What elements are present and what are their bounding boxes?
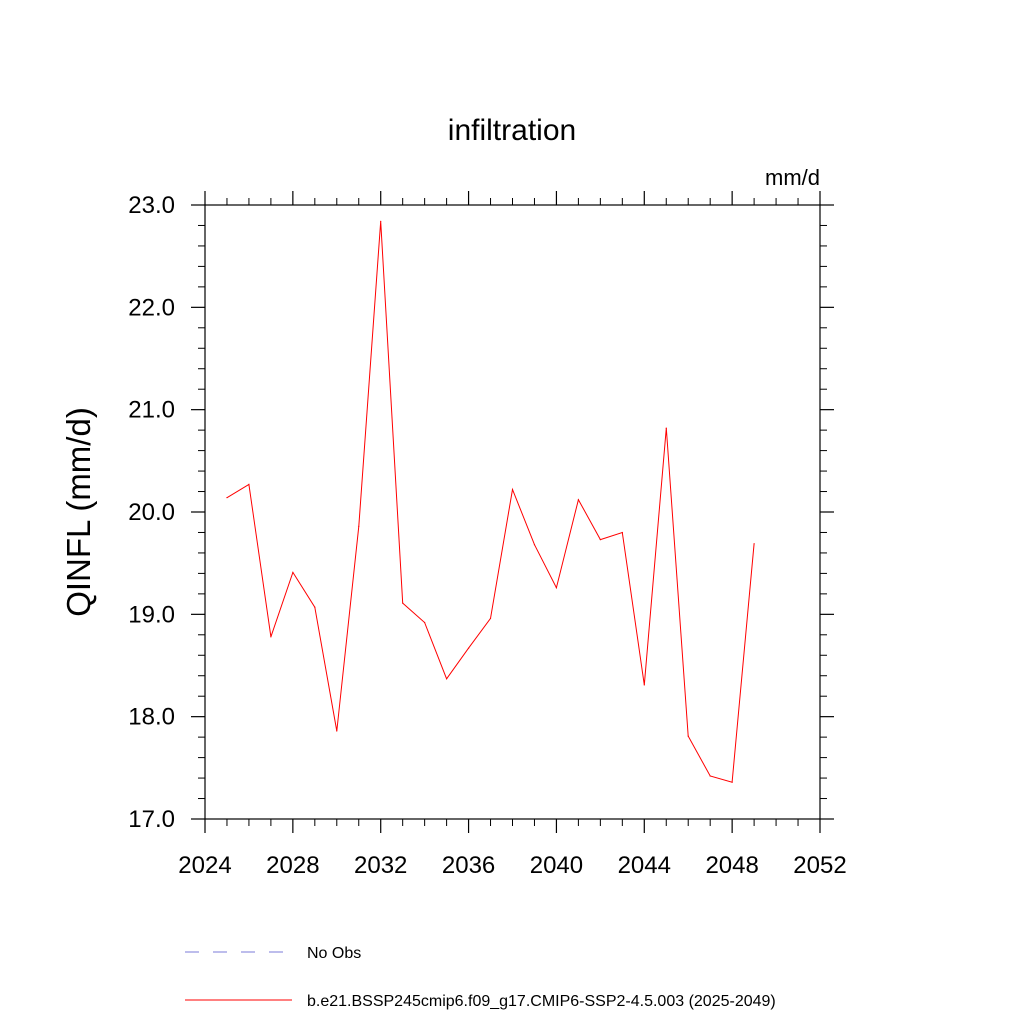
data-point bbox=[489, 617, 492, 620]
data-point bbox=[665, 427, 667, 429]
data-point bbox=[511, 488, 514, 491]
x-tick-label: 2040 bbox=[530, 852, 583, 879]
legend-label: b.e21.BSSP245cmip6.f09_g17.CMIP6-SSP2-4.… bbox=[307, 993, 776, 1010]
legend: No Obs b.e21.BSSP245cmip6.f09_g17.CMIP6-S… bbox=[185, 945, 776, 1010]
units-label: mm/d bbox=[765, 165, 820, 190]
chart-title: infiltration bbox=[448, 114, 576, 147]
data-point bbox=[555, 587, 558, 589]
data-point bbox=[731, 781, 733, 783]
data-point bbox=[270, 636, 272, 638]
y-tick-label: 17.0 bbox=[128, 806, 175, 833]
data-point bbox=[621, 531, 623, 534]
data-point bbox=[753, 543, 755, 545]
data-point bbox=[314, 606, 316, 608]
data-point bbox=[533, 544, 536, 546]
data-point bbox=[336, 730, 338, 732]
y-tick-label: 21.0 bbox=[128, 397, 175, 424]
y-tick-label: 18.0 bbox=[128, 704, 175, 731]
data-point bbox=[599, 539, 601, 541]
x-tick-label: 2024 bbox=[178, 852, 231, 879]
y-tick-label: 23.0 bbox=[128, 192, 175, 219]
y-tick-label: 20.0 bbox=[128, 499, 175, 526]
x-tick-label: 2048 bbox=[705, 852, 758, 879]
legend-label: No Obs bbox=[307, 945, 361, 962]
y-tick-label: 19.0 bbox=[128, 601, 175, 628]
data-point bbox=[380, 220, 382, 222]
data-point bbox=[248, 483, 250, 485]
data-point bbox=[577, 499, 579, 501]
y-axis-label: QINFL (mm/d) bbox=[60, 407, 97, 617]
data-point bbox=[467, 647, 470, 649]
data-point bbox=[226, 497, 228, 499]
x-tick-label: 2032 bbox=[354, 852, 407, 879]
data-point bbox=[402, 602, 404, 604]
x-tick-label: 2036 bbox=[442, 852, 495, 879]
x-tick-label: 2044 bbox=[618, 852, 671, 879]
y-tick-label: 22.0 bbox=[128, 294, 175, 321]
x-tick-label: 2052 bbox=[793, 852, 846, 879]
plot-frame bbox=[204, 204, 821, 820]
data-point bbox=[687, 735, 689, 737]
data-point bbox=[424, 621, 426, 624]
data-point bbox=[292, 571, 294, 573]
data-point bbox=[643, 684, 645, 686]
data-point bbox=[358, 525, 360, 527]
x-tick-label: 2028 bbox=[266, 852, 319, 879]
tick-labels: 2024 2028 2032 2036 2040 2044 2048 2052 17.0 18.0… bbox=[128, 192, 846, 879]
series-layer bbox=[226, 220, 755, 783]
data-point bbox=[709, 775, 711, 777]
axis-ticks bbox=[191, 191, 834, 833]
data-point bbox=[446, 678, 448, 680]
series-line bbox=[226, 221, 755, 783]
